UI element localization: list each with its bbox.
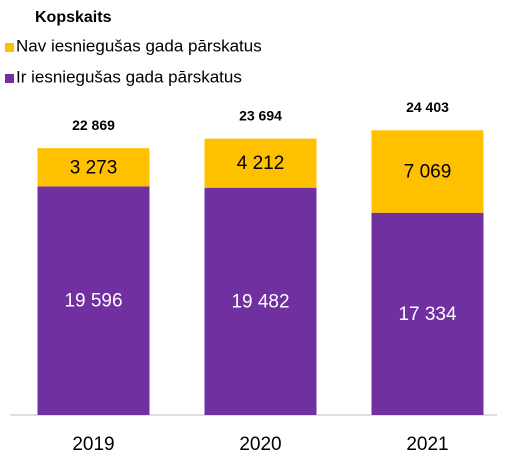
bar-segment xyxy=(371,130,484,213)
segment-label: 19 482 xyxy=(231,291,289,312)
bar-segment xyxy=(37,186,150,415)
segment-label: 17 334 xyxy=(398,304,457,325)
legend-label: Ir iesniegušas gada pārskatus xyxy=(16,67,242,86)
segment-label: 7 069 xyxy=(404,162,452,183)
legend-swatch xyxy=(5,74,14,83)
totals-heading: Kopskaits xyxy=(35,9,112,26)
total-label: 24 403 xyxy=(406,99,449,115)
x-tick-label: 2020 xyxy=(239,434,281,455)
legend-label: Nav iesniegušas gada pārskatus xyxy=(16,36,262,55)
total-label: 22 869 xyxy=(72,117,115,133)
total-label: 23 694 xyxy=(239,107,282,123)
bar-segment xyxy=(204,187,317,415)
bar-segment xyxy=(371,212,484,415)
bar-segment xyxy=(204,138,317,188)
segment-label: 4 212 xyxy=(237,153,285,174)
bar-segment xyxy=(37,148,150,187)
x-tick-label: 2019 xyxy=(72,434,114,455)
segment-label: 3 273 xyxy=(70,157,118,178)
segment-label: 19 596 xyxy=(64,291,122,312)
legend-swatch xyxy=(5,43,14,52)
x-tick-label: 2021 xyxy=(406,434,448,455)
